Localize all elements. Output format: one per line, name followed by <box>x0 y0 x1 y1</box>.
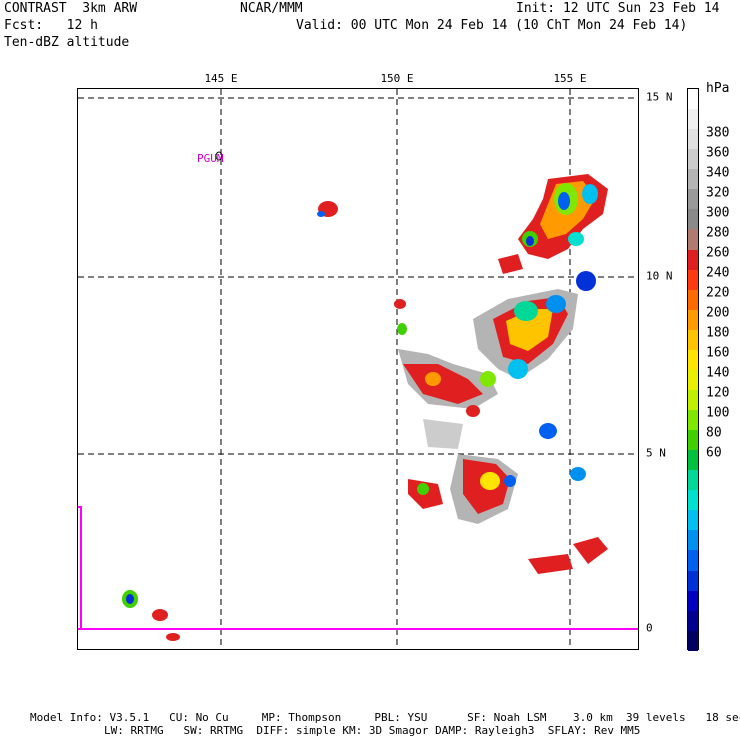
colorbar-label: 300 <box>706 205 730 221</box>
colorbar-segment <box>688 129 698 150</box>
lat-label-15n: 15 N <box>646 90 673 104</box>
colorbar-segment <box>688 410 698 431</box>
forecast-hour: Fcst: 12 h <box>4 18 98 33</box>
colorbar-segment <box>688 490 698 511</box>
echo-clusters <box>122 174 608 641</box>
colorbar-segment <box>688 149 698 170</box>
organization: NCAR/MMM <box>240 1 303 16</box>
model-info-line-1: Model Info: V3.5.1 CU: No Cu MP: Thompso… <box>30 711 740 724</box>
station-label-pgum: PGUM <box>197 152 224 165</box>
colorbar-label: 360 <box>706 145 730 161</box>
model-info-line-2: LW: RRTMG SW: RRTMG DIFF: simple KM: 3D … <box>104 724 641 737</box>
colorbar-segment <box>688 550 698 571</box>
colorbar-label: 240 <box>706 265 730 281</box>
colorbar-segment <box>688 189 698 210</box>
colorbar-segment <box>688 530 698 551</box>
colorbar-label: 220 <box>706 285 730 301</box>
colorbar-label: 280 <box>706 225 730 241</box>
colorbar-label: 200 <box>706 305 730 321</box>
colorbar-label: 60 <box>706 445 722 461</box>
colorbar-segment <box>688 630 698 651</box>
colorbar-label: 80 <box>706 425 722 441</box>
colorbar-segment <box>688 510 698 531</box>
lat-label-5n: 5 N <box>646 446 666 460</box>
valid-time: Valid: 00 UTC Mon 24 Feb 14 (10 ChT Mon … <box>296 18 688 33</box>
colorbar-segment <box>688 289 698 310</box>
model-title: CONTRAST 3km ARW <box>4 1 138 16</box>
guam-marker <box>215 151 223 161</box>
colorbar-segment <box>688 349 698 370</box>
colorbar-label: 380 <box>706 125 730 141</box>
boundary-line <box>78 506 82 629</box>
colorbar-label: 100 <box>706 405 730 421</box>
map-graphic <box>78 89 638 649</box>
colorbar-segment <box>688 389 698 410</box>
colorbar-label: 140 <box>706 365 730 381</box>
colorbar-label: 260 <box>706 245 730 261</box>
colorbar-segment <box>688 249 698 270</box>
colorbar-segment <box>688 369 698 390</box>
colorbar-label: 120 <box>706 385 730 401</box>
graticule <box>78 89 638 649</box>
colorbar-label: 320 <box>706 185 730 201</box>
colorbar-label: 160 <box>706 345 730 361</box>
colorbar-segment <box>688 89 698 110</box>
colorbar-segment <box>688 430 698 451</box>
lat-label-10n: 10 N <box>646 269 673 283</box>
colorbar-segment <box>688 269 698 290</box>
colorbar-segment <box>688 610 698 631</box>
colorbar-segment <box>688 450 698 471</box>
colorbar-segment <box>688 169 698 190</box>
colorbar-segment <box>688 109 698 130</box>
map-panel: PGUM <box>77 88 639 650</box>
colorbar-segment <box>688 329 698 350</box>
colorbar <box>687 88 699 651</box>
colorbar-segment <box>688 229 698 250</box>
colorbar-segment <box>688 209 698 230</box>
colorbar-unit: hPa <box>706 81 730 96</box>
colorbar-segment <box>688 570 698 591</box>
init-time: Init: 12 UTC Sun 23 Feb 14 <box>516 1 720 16</box>
colorbar-label: 340 <box>706 165 730 181</box>
colorbar-segment <box>688 590 698 611</box>
colorbar-label: 180 <box>706 325 730 341</box>
lat-label-0: 0 <box>646 621 653 635</box>
lon-label-150: 150 E <box>380 72 414 85</box>
lon-label-155: 155 E <box>553 72 587 85</box>
field-name: Ten-dBZ altitude <box>4 35 130 50</box>
colorbar-segment <box>688 470 698 491</box>
lon-label-145: 145 E <box>204 72 238 85</box>
colorbar-segment <box>688 309 698 330</box>
